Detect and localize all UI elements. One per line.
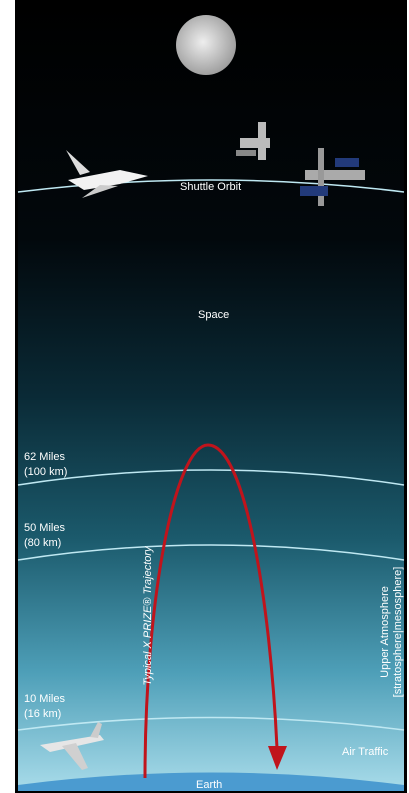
- shuttle: [66, 150, 148, 198]
- earth-surface: [18, 772, 404, 791]
- label: 62 Miles: [24, 451, 65, 463]
- line-80km: [17, 544, 405, 561]
- airplane: [40, 722, 104, 770]
- trajectory-arrowhead: [268, 746, 287, 770]
- space-station-1: [236, 122, 270, 160]
- label: Earth: [196, 779, 222, 791]
- label: (16 km): [24, 708, 61, 720]
- altitude-lines: [17, 179, 405, 731]
- label: [stratosphere|mesosphere]: [392, 567, 404, 698]
- orbit-line: [17, 179, 405, 193]
- moon: [176, 15, 236, 75]
- line-100km: [17, 469, 405, 486]
- label: Upper Atmosphere: [379, 586, 391, 678]
- trajectory-arc: [143, 443, 279, 779]
- label: Typical X PRIZE® Trajectory: [142, 545, 154, 686]
- label: 10 Miles: [24, 693, 65, 705]
- label: Air Traffic: [342, 746, 389, 758]
- label: 50 Miles: [24, 522, 65, 534]
- sky: [18, 2, 404, 791]
- label: (80 km): [24, 537, 61, 549]
- line-16km: [17, 716, 405, 731]
- label: Space: [198, 309, 229, 321]
- label: (100 km): [24, 466, 67, 478]
- label: Shuttle Orbit: [180, 181, 241, 193]
- space-station-2: [300, 148, 365, 206]
